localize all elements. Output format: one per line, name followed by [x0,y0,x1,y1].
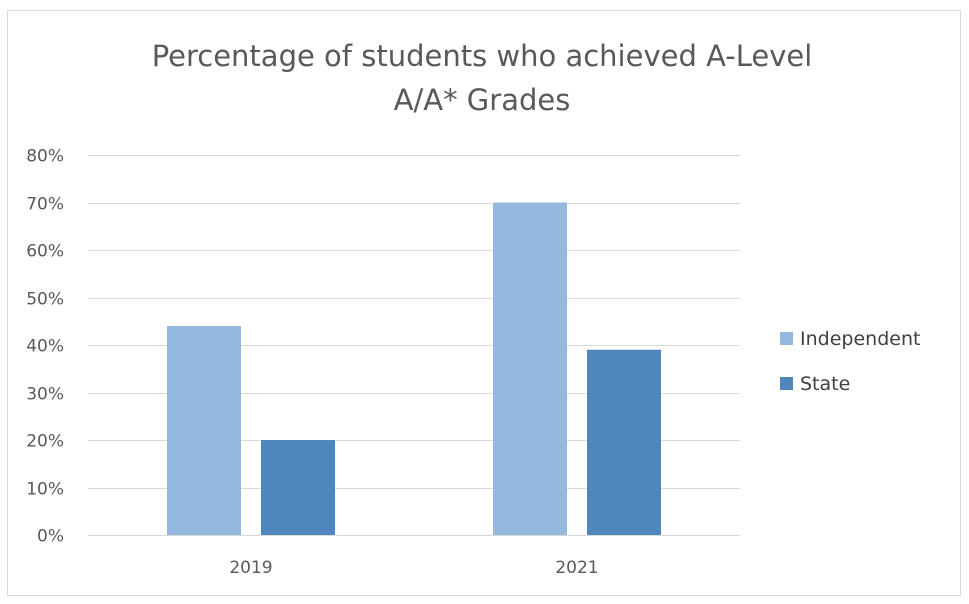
legend: Independent State [780,328,920,395]
legend-swatch-state [780,377,793,390]
bar-state-2021 [587,349,661,535]
bars [167,202,661,535]
y-tick-label: 30% [26,385,64,405]
y-tick-label: 60% [26,242,64,262]
x-category-label: 2021 [555,558,598,578]
bar-state-2019 [261,440,335,535]
legend-label-independent: Independent [800,328,920,350]
legend-swatch-independent [780,332,793,345]
bar-independent-2021 [493,202,567,535]
chart-title: Percentage of students who achieved A-Le… [152,39,813,117]
y-tick-label: 10% [26,480,64,500]
x-category-label: 2019 [229,558,272,578]
y-tick-label: 70% [26,195,64,215]
y-tick-label: 50% [26,290,64,310]
y-tick-label: 40% [26,337,64,357]
y-tick-label: 0% [37,527,64,547]
chart-title-line-2: A/A* Grades [394,83,571,117]
x-axis-category-labels: 2019 2021 [229,558,598,578]
legend-label-state: State [800,373,850,395]
chart-frame [7,10,961,596]
chart-title-line-1: Percentage of students who achieved A-Le… [152,39,813,73]
y-axis-tick-labels: 0% 10% 20% 30% 40% 50% 60% 70% 80% [26,147,64,547]
y-tick-label: 20% [26,432,64,452]
y-tick-label: 80% [26,147,64,167]
bar-independent-2019 [167,326,241,535]
